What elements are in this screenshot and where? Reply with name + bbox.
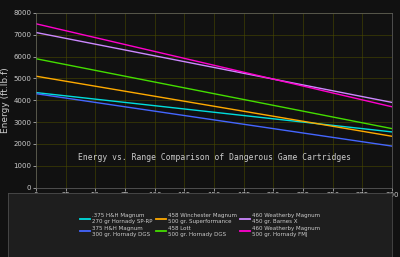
Y-axis label: Energy (ft.lb.f): Energy (ft.lb.f) (1, 67, 10, 133)
Legend: .375 H&H Magnum
270 gr Hornady SP-RP, 375 H&H Magnum
300 gr. Hornady DGS, 458 Wi: .375 H&H Magnum 270 gr Hornady SP-RP, 37… (78, 212, 322, 238)
Text: Energy vs. Range Comparison of Dangerous Game Cartridges: Energy vs. Range Comparison of Dangerous… (78, 153, 350, 162)
X-axis label: Range (yds): Range (yds) (187, 201, 241, 210)
